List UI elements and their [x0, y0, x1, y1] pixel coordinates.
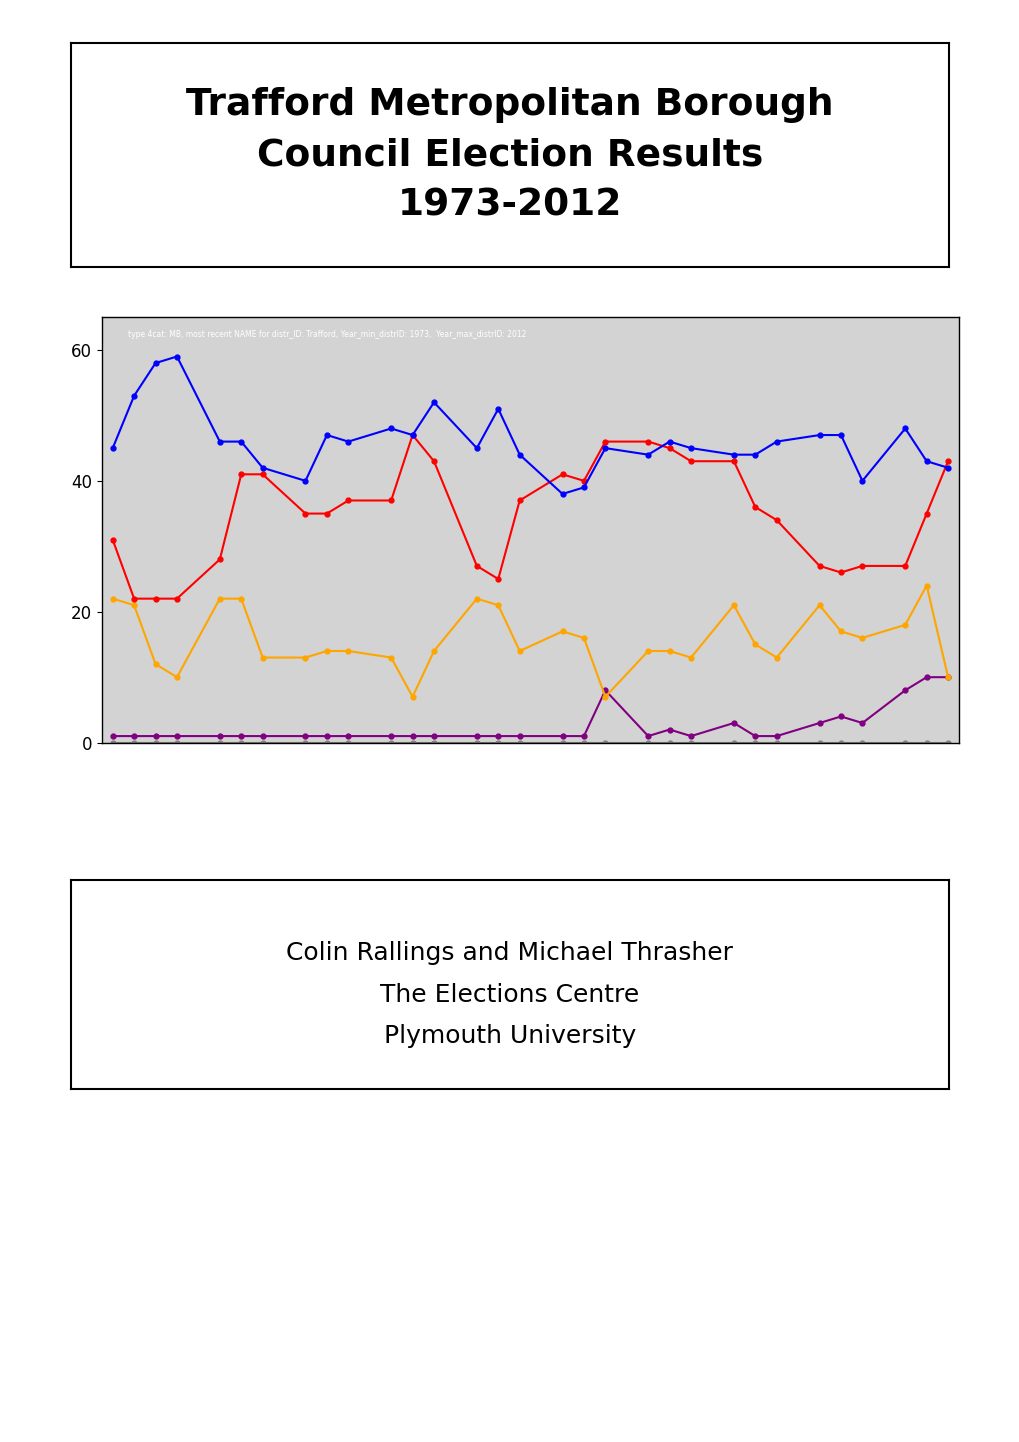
Text: type 4cat: MB, most recent NAME for distr_ID: Trafford, Year_min_distrID: 1973, : type 4cat: MB, most recent NAME for dist… [127, 330, 526, 339]
Text: Plymouth University: Plymouth University [383, 1024, 636, 1048]
Text: Colin Rallings and Michael Thrasher: Colin Rallings and Michael Thrasher [286, 940, 733, 965]
Text: Trafford Metropolitan Borough
Council Election Results
1973-2012: Trafford Metropolitan Borough Council El… [186, 87, 833, 224]
Text: The Elections Centre: The Elections Centre [380, 982, 639, 1007]
